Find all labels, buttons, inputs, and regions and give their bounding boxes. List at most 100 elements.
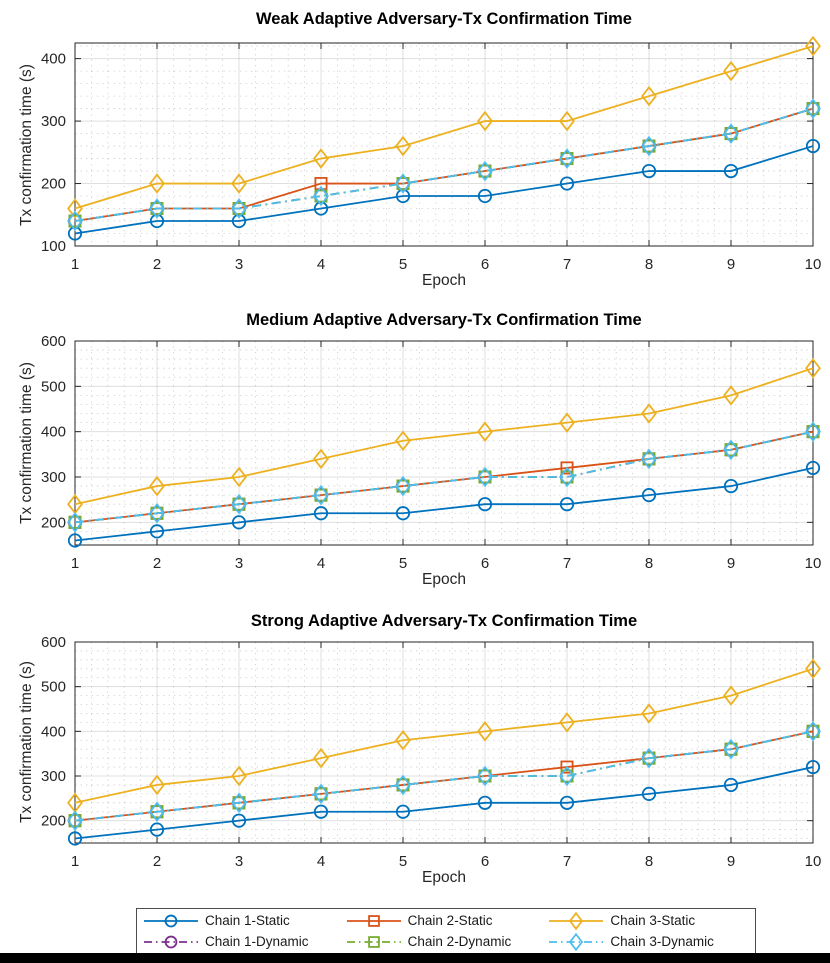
x-tick-label: 5 — [399, 256, 407, 273]
y-tick-label: 200 — [41, 813, 66, 830]
x-tick-label: 5 — [399, 853, 407, 870]
y-axis-label-weak: Tx confirmation time (s) — [18, 64, 35, 226]
x-tick-label: 7 — [563, 256, 571, 273]
y-tick-label: 400 — [41, 51, 66, 68]
y-tick-label: 300 — [41, 768, 66, 785]
series-chain-3-static — [67, 658, 821, 814]
chart-title-strong: Strong Adaptive Adversary-Tx Confirmatio… — [250, 612, 638, 630]
legend-label: Chain 3-Static — [610, 913, 696, 928]
x-tick-label: 7 — [563, 555, 571, 572]
legend-item-chain-3-dynamic: Chain 3-Dynamic — [547, 931, 750, 952]
x-tick-label: 4 — [317, 555, 325, 572]
y-tick-label: 300 — [41, 469, 66, 486]
x-tick-label: 1 — [71, 256, 79, 273]
x-tick-label: 10 — [805, 853, 822, 870]
legend-item-chain-1-static: Chain 1-Static — [142, 910, 345, 931]
y-tick-label: 400 — [41, 723, 66, 740]
x-axis-label-medium: Epoch — [422, 571, 466, 588]
x-tick-label: 4 — [317, 853, 325, 870]
x-tick-label: 9 — [727, 555, 735, 572]
series-chain-3-static — [67, 357, 821, 515]
plot-box — [74, 340, 814, 546]
legend-item-chain-2-dynamic: Chain 2-Dynamic — [345, 931, 548, 952]
series-chain-3-dynamic — [67, 421, 821, 533]
series-chain-3-dynamic — [67, 721, 821, 831]
y-tick-label: 500 — [41, 679, 66, 696]
x-tick-label: 8 — [645, 555, 653, 572]
legend-sample-square-dashdot-icon — [346, 935, 401, 948]
plot-box — [74, 641, 814, 844]
y-tick-label: 300 — [41, 113, 66, 130]
series-chain-3-static — [67, 35, 821, 219]
x-tick-label: 2 — [153, 555, 161, 572]
x-tick-label: 10 — [805, 256, 822, 273]
minor-grid — [75, 341, 813, 545]
series-chain-1-static — [67, 138, 821, 241]
x-tick-label: 10 — [805, 555, 822, 572]
minor-grid — [75, 43, 813, 246]
y-tick-label: 600 — [41, 333, 66, 350]
x-tick-label: 3 — [235, 256, 243, 273]
legend: Chain 1-Static Chain 2-Static Chain 3-Stat… — [136, 908, 756, 954]
x-tick-label: 3 — [235, 853, 243, 870]
legend-sample-diamond-dashdot-icon — [549, 932, 604, 951]
x-tick-label: 2 — [153, 256, 161, 273]
y-axis-label-strong: Tx confirmation time (s) — [18, 661, 35, 823]
legend-sample-circle-dashdot-icon — [144, 935, 198, 948]
legend-item-chain-3-static: Chain 3-Static — [547, 910, 750, 931]
tick-labels: 200 300 400 500 600 1 2 3 4 5 6 7 8 9 10 — [41, 333, 821, 572]
major-grid — [74, 340, 814, 545]
x-tick-label: 3 — [235, 555, 243, 572]
y-tick-label: 400 — [41, 424, 66, 441]
legend-item-chain-1-dynamic: Chain 1-Dynamic — [142, 931, 345, 952]
y-tick-label: 500 — [41, 378, 66, 395]
y-tick-label: 200 — [41, 176, 66, 193]
x-tick-label: 1 — [71, 853, 79, 870]
x-tick-label: 6 — [481, 555, 489, 572]
legend-sample-square-solid-icon — [346, 914, 401, 927]
plot-area-weak-adversary: 100 200 300 400 1 2 3 4 5 6 7 8 9 10 — [41, 35, 821, 273]
axis-ticks — [74, 43, 814, 247]
chart-title-weak: Weak Adaptive Adversary-Tx Confirmation … — [256, 10, 632, 28]
series-chain-3-dynamic — [67, 98, 821, 232]
y-tick-label: 600 — [41, 634, 66, 651]
x-tick-label: 6 — [481, 256, 489, 273]
minor-grid — [75, 642, 813, 843]
legend-label: Chain 1-Dynamic — [205, 934, 309, 949]
x-tick-label: 5 — [399, 555, 407, 572]
x-tick-label: 8 — [645, 256, 653, 273]
legend-sample-circle-solid-icon — [144, 914, 198, 927]
x-tick-label: 2 — [153, 853, 161, 870]
series-chain-1-static — [67, 759, 821, 846]
legend-sample-diamond-solid-icon — [549, 911, 604, 930]
plot-box — [74, 42, 814, 247]
x-tick-label: 8 — [645, 853, 653, 870]
x-tick-label: 1 — [71, 555, 79, 572]
legend-item-chain-2-static: Chain 2-Static — [345, 910, 548, 931]
chart-title-medium: Medium Adaptive Adversary-Tx Confirmatio… — [246, 311, 642, 329]
x-tick-label: 7 — [563, 853, 571, 870]
tick-labels: 200 300 400 500 600 1 2 3 4 5 6 7 8 9 10 — [41, 634, 821, 870]
axis-ticks — [74, 340, 814, 545]
y-axis-label-medium: Tx confirmation time (s) — [18, 362, 35, 524]
x-axis-label-strong: Epoch — [422, 869, 466, 886]
y-tick-label: 200 — [41, 514, 66, 531]
x-axis-label-weak: Epoch — [422, 272, 466, 289]
x-tick-label: 6 — [481, 853, 489, 870]
x-tick-label: 9 — [727, 256, 735, 273]
legend-label: Chain 1-Static — [205, 913, 290, 928]
x-tick-label: 4 — [317, 256, 325, 273]
legend-label: Chain 2-Dynamic — [407, 934, 512, 949]
axis-ticks — [74, 641, 814, 843]
y-tick-label: 100 — [41, 238, 66, 255]
x-tick-label: 9 — [727, 853, 735, 870]
plot-area-medium-adversary: 200 300 400 500 600 1 2 3 4 5 6 7 8 9 10 — [41, 333, 821, 572]
legend-label: Chain 2-Static — [407, 913, 493, 928]
tick-labels: 100 200 300 400 1 2 3 4 5 6 7 8 9 10 — [41, 51, 821, 273]
major-grid — [74, 641, 814, 843]
bottom-bar — [0, 953, 830, 963]
series-chain-1-static — [67, 460, 821, 548]
major-grid — [74, 43, 814, 247]
legend-label: Chain 3-Dynamic — [610, 934, 714, 949]
